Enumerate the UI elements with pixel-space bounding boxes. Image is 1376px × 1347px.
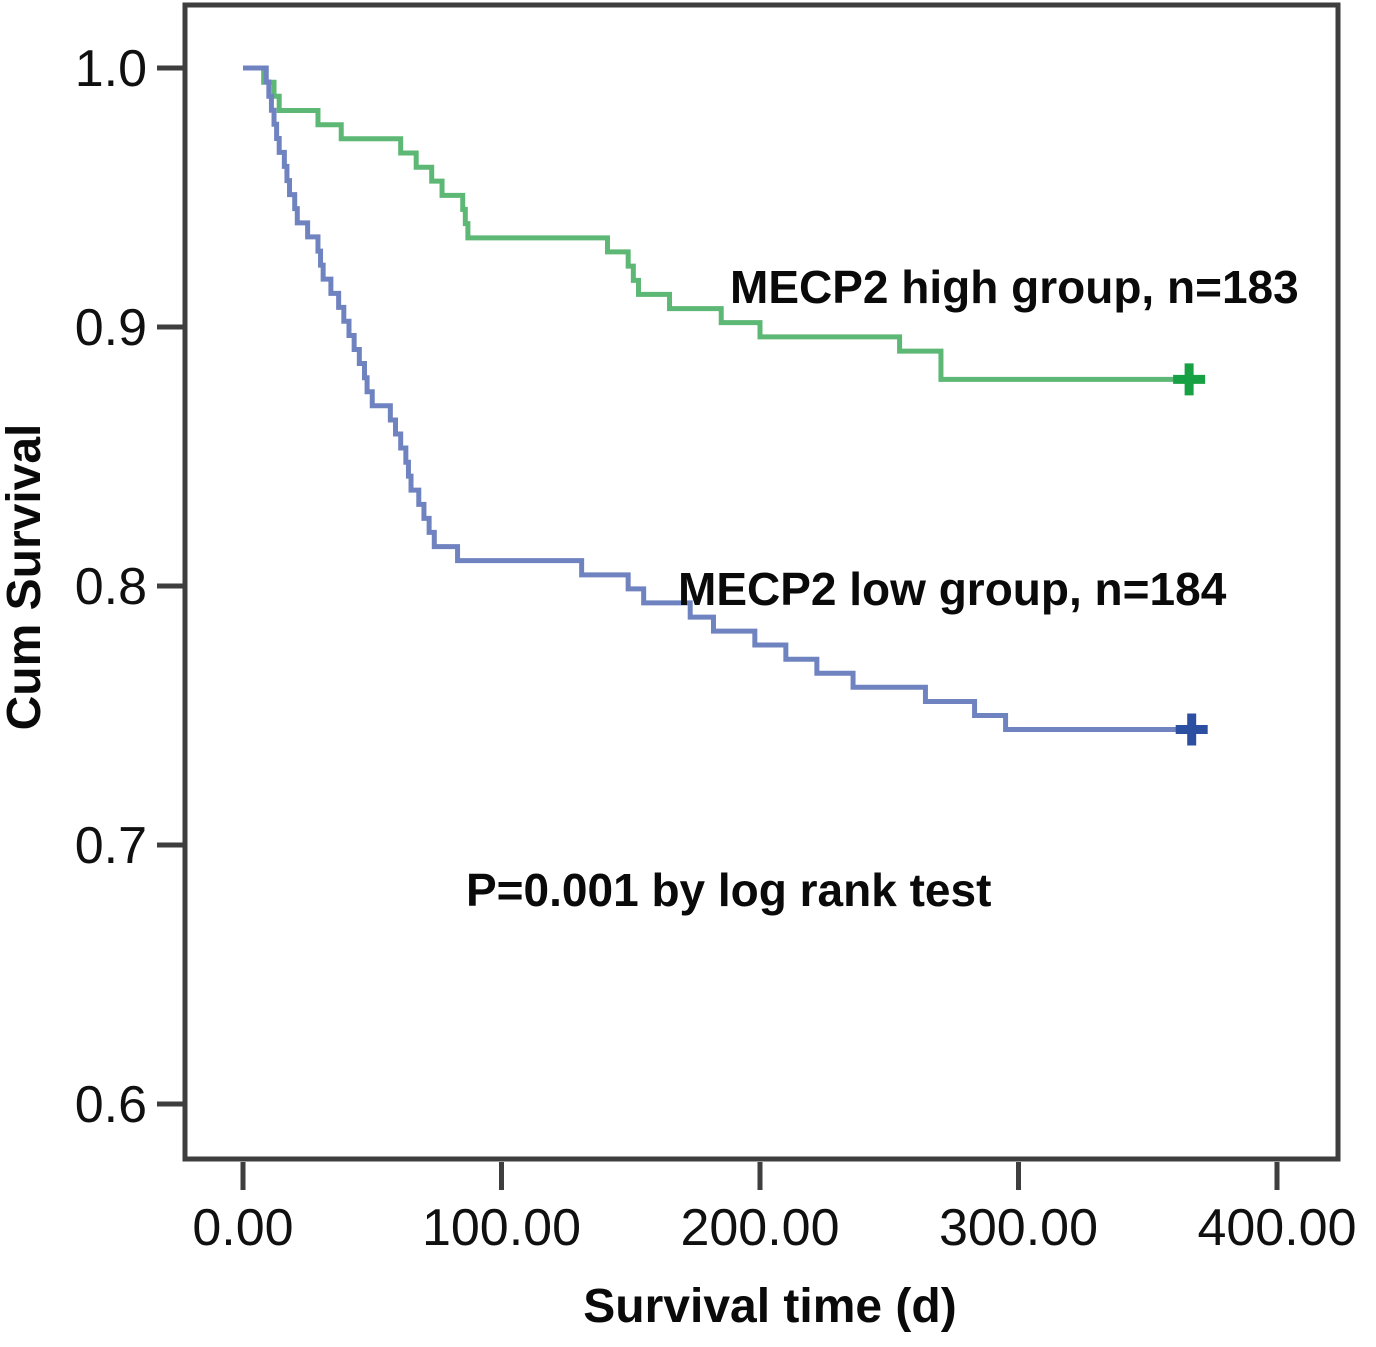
x-axis-title: Survival time (d) [583,1280,956,1333]
y-tick-label: 0.9 [75,299,147,357]
y-axis-title: Cum Survival [0,424,51,731]
y-tick-label: 0.7 [75,817,147,875]
y-tick-label: 1.0 [75,40,147,98]
low-group-censor-mark [1175,713,1208,746]
y-axis-ticks: 1.0 0.9 0.8 0.7 0.6 [75,40,185,1134]
survival-curves [243,65,1208,746]
x-axis-ticks: 0.00 100.00 200.00 300.00 400.00 [192,1162,1357,1257]
y-tick-label: 0.8 [75,558,147,616]
low-group-curve [243,65,1202,732]
high-group-censor-mark [1173,363,1206,396]
high-group-label: MECP2 high group, n=183 [730,261,1299,313]
plot-area-border [182,2,1341,1162]
x-tick-label: 300.00 [939,1199,1098,1257]
x-tick-label: 200.00 [680,1199,839,1257]
p-value-annotation: P=0.001 by log rank test [466,864,991,916]
y-tick-label: 0.6 [75,1076,147,1134]
x-tick-label: 0.00 [192,1199,293,1257]
low-group-label: MECP2 low group, n=184 [678,563,1227,615]
x-tick-label: 100.00 [422,1199,581,1257]
x-tick-label: 400.00 [1197,1199,1356,1257]
high-group-curve [243,65,1200,382]
